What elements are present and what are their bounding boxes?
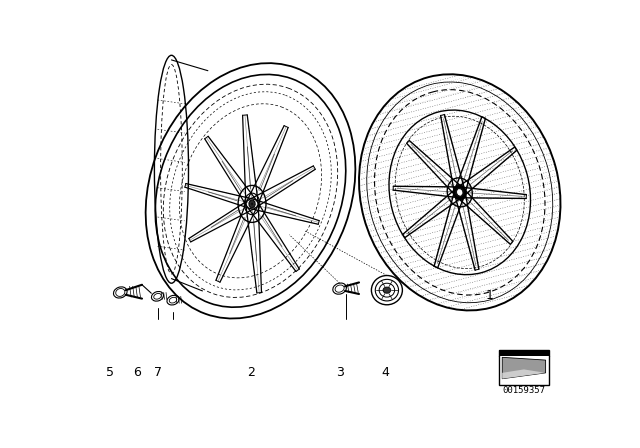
Text: 1: 1 (485, 289, 493, 302)
Ellipse shape (453, 185, 466, 200)
Bar (499, 350, 548, 385)
Polygon shape (502, 370, 546, 379)
Text: 5: 5 (106, 366, 114, 379)
Bar (499, 350, 548, 356)
Text: 3: 3 (337, 366, 344, 379)
Polygon shape (502, 358, 546, 379)
Text: 6: 6 (133, 366, 141, 379)
Text: 7: 7 (154, 366, 163, 379)
Text: 4: 4 (381, 366, 389, 379)
Ellipse shape (249, 200, 255, 208)
Ellipse shape (456, 189, 463, 196)
Ellipse shape (383, 287, 391, 293)
Text: 00159357: 00159357 (502, 386, 545, 395)
Text: 2: 2 (247, 366, 255, 379)
